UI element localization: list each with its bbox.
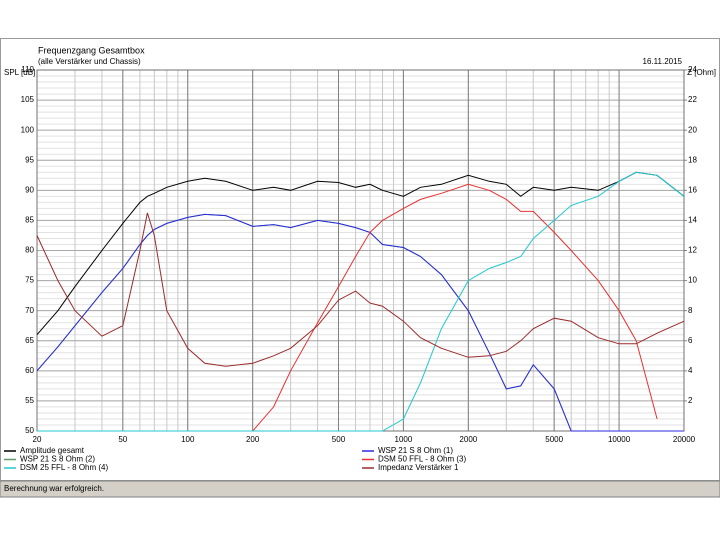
y-tick-label: 65 <box>25 336 34 345</box>
y2-tick-label: 18 <box>688 155 697 164</box>
x-tick-label: 200 <box>246 435 260 444</box>
x-tick-label: 500 <box>332 435 346 444</box>
y2-tick-label: 22 <box>688 95 697 104</box>
status-bar <box>0 480 720 498</box>
y2-tick-label: 20 <box>688 125 697 134</box>
y-tick-label: 50 <box>25 426 34 435</box>
y-tick-label: 55 <box>25 396 34 405</box>
y-tick-label: 110 <box>21 65 34 74</box>
x-tick-label: 20000 <box>673 435 696 444</box>
legend-label: WSP 21 S 8 Ohm (2) <box>20 455 95 464</box>
y2-tick-label: 8 <box>688 306 693 315</box>
x-tick-label: 1000 <box>395 435 413 444</box>
y2-tick-label: 16 <box>688 185 697 194</box>
y2-tick-label: 14 <box>688 216 697 225</box>
y-tick-label: 85 <box>25 216 34 225</box>
y-tick-label: 90 <box>25 185 34 194</box>
legend-label: WSP 21 S 8 Ohm (1) <box>378 446 453 455</box>
y-tick-label: 80 <box>25 246 34 255</box>
legend-label: DSM 25 FFL - 8 Ohm (4) <box>20 463 109 472</box>
legend-label: DSM 50 FFL - 8 Ohm (3) <box>378 455 467 464</box>
y2-tick-label: 24 <box>688 65 697 74</box>
y-tick-label: 105 <box>21 95 35 104</box>
y-tick-label: 60 <box>25 366 34 375</box>
legend-label: Impedanz Verstärker 1 <box>378 463 459 472</box>
y-tick-label: 75 <box>25 276 34 285</box>
y2-tick-label: 2 <box>688 396 693 405</box>
y2-tick-label: 10 <box>688 276 697 285</box>
series-line <box>37 171 685 432</box>
y2-tick-label: 6 <box>688 336 693 345</box>
y-tick-label: 70 <box>25 306 34 315</box>
y-tick-label: 100 <box>21 125 35 134</box>
series-line <box>36 212 685 367</box>
x-tick-label: 2000 <box>459 435 477 444</box>
chart-subtitle: (alle Verstärker und Chassis) <box>38 57 141 66</box>
x-tick-label: 10000 <box>608 435 631 444</box>
y-tick-label: 95 <box>25 155 34 164</box>
x-tick-label: 100 <box>181 435 195 444</box>
y-axis-label: SPL [dB] <box>4 68 35 77</box>
series-line <box>36 171 685 336</box>
status-text: Berechnung war erfolgreich. <box>4 484 104 493</box>
y2-tick-label: 12 <box>688 246 697 255</box>
x-tick-label: 5000 <box>545 435 563 444</box>
chart-date: 16.11.2015 <box>643 57 683 66</box>
legend-label: Amplitude gesamt <box>20 446 85 455</box>
y2-tick-label: 4 <box>688 366 693 375</box>
x-tick-label: 50 <box>118 435 127 444</box>
series-line <box>36 213 684 432</box>
x-tick-label: 20 <box>33 435 42 444</box>
chart-title: Frequenzgang Gesamtbox <box>38 45 145 55</box>
chart-frame <box>0 38 720 481</box>
y2-axis-label: Z [Ohm] <box>687 68 716 77</box>
